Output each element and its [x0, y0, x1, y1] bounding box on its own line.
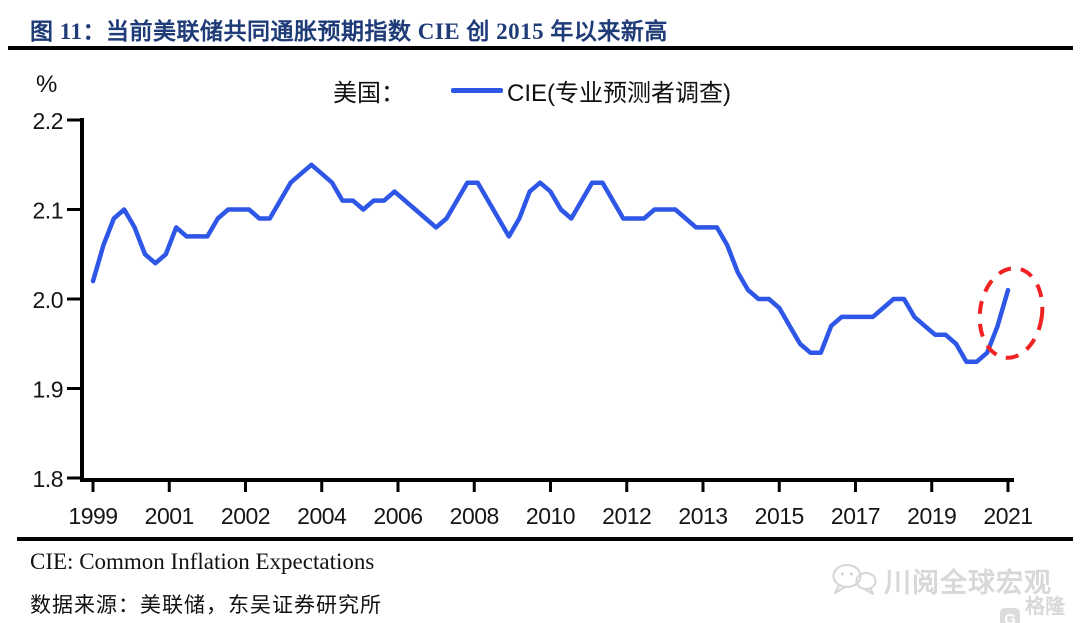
cie-series-line — [90, 162, 1011, 364]
x-tick-label: 2008 — [450, 503, 499, 529]
legend-region-label: 美国： — [333, 80, 405, 107]
bottom-divider-line — [17, 537, 1073, 541]
y-axis-unit-label: % — [36, 71, 58, 98]
cie-footnote: CIE: Common Inflation Expectations — [30, 549, 375, 574]
gelonghui-g-icon: G — [1000, 608, 1021, 623]
x-tick-label: 2021 — [983, 503, 1032, 529]
x-tick-label: 1999 — [68, 503, 117, 529]
x-tick-label: 2001 — [145, 503, 194, 529]
wechat-bubbles-icon — [832, 563, 877, 595]
y-tick-label: 2.1 — [33, 198, 63, 224]
x-tick-label: 2012 — [602, 503, 651, 529]
y-tick-label: 1.8 — [33, 466, 63, 492]
x-tick-label: 2015 — [755, 503, 804, 529]
new-high-highlight-ellipse — [977, 266, 1045, 360]
figure-title: 图 11：当前美联储共同通胀预期指数 CIE 创 2015 年以来新高 — [30, 19, 668, 44]
wechat-watermark: 川阅全球宏观 — [830, 561, 1052, 600]
x-tick-label: 2013 — [678, 503, 727, 529]
title-divider-line — [8, 46, 1073, 50]
y-tick-label: 1.9 — [33, 377, 63, 403]
chart-legend: 美国： CIE(专业预测者调查) — [333, 73, 731, 108]
wechat-watermark-text: 川阅全球宏观 — [884, 568, 1052, 598]
x-tick-label: 2002 — [221, 503, 270, 529]
data-source-note: 数据来源：美联储，东吴证券研究所 — [30, 593, 382, 617]
legend-series-label: CIE(专业预测者调查) — [507, 80, 731, 107]
x-tick-label: 2010 — [526, 503, 575, 529]
y-tick-label: 2.2 — [33, 108, 63, 134]
y-tick-label: 2.0 — [33, 287, 63, 313]
x-tick-label: 2017 — [831, 503, 880, 529]
gelonghui-logo-text: 格隆汇 — [1025, 596, 1066, 618]
x-tick-label: 2004 — [297, 503, 347, 529]
x-tick-label: 2019 — [907, 503, 956, 529]
legend-line-swatch — [451, 88, 503, 93]
gelonghui-logo: G 格隆汇 — [1000, 590, 1080, 623]
x-tick-label: 2006 — [373, 503, 422, 529]
